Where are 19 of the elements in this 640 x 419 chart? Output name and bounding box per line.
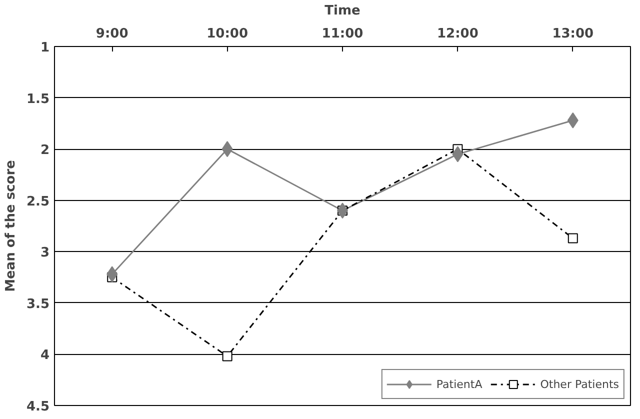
y-tick-label: 4.5: [26, 400, 50, 414]
legend-label: PatientA: [436, 378, 482, 390]
y-tick-label: 3.5: [26, 296, 50, 312]
y-tick-label: 3: [40, 246, 50, 261]
y-tick-label: 4: [40, 348, 50, 364]
x-tick-label: 11:00: [322, 26, 364, 42]
x-tick-label: 10:00: [206, 26, 248, 42]
x-axis-title: Time: [324, 4, 361, 18]
x-tick-label: 9:00: [96, 26, 128, 42]
y-tick-label: 1: [40, 40, 50, 56]
x-tick-label: 12:00: [437, 26, 478, 42]
point: [568, 233, 578, 244]
y-axis-title: Mean of the score: [3, 160, 18, 292]
legend-label: Other Patients: [540, 378, 619, 390]
point: [222, 351, 232, 362]
y-tick-label: 2: [40, 143, 50, 158]
y-tick-label: 1.5: [26, 92, 50, 107]
x-tick-label: 13:00: [552, 26, 594, 42]
y-tick-label: 2.5: [26, 194, 50, 210]
